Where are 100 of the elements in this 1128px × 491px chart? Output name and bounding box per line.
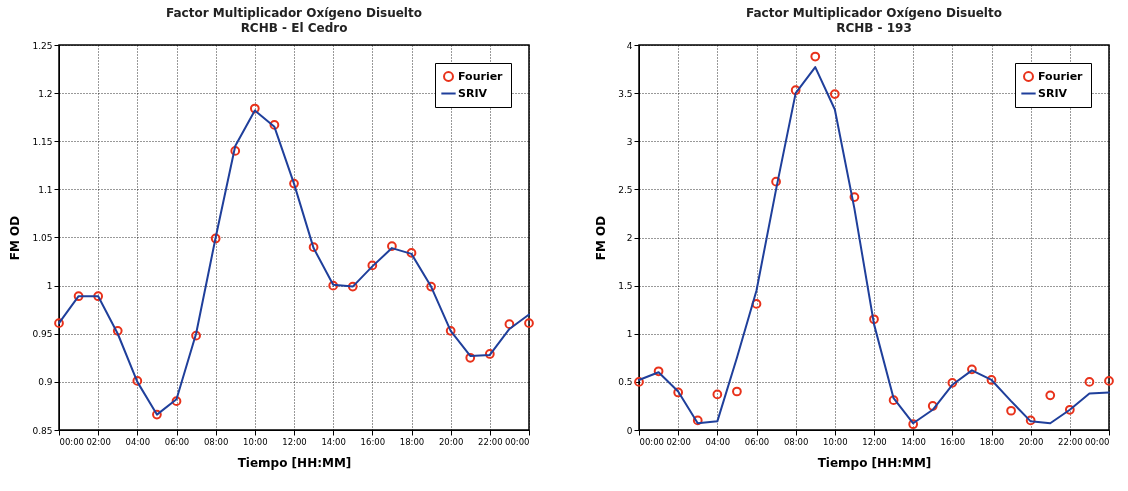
x-tick-label: 10:00 <box>823 436 848 447</box>
point <box>1084 377 1095 387</box>
point <box>829 89 840 99</box>
point <box>927 401 938 411</box>
point <box>810 51 821 62</box>
point <box>230 146 241 156</box>
y-tick-label: 1 <box>626 329 633 340</box>
x-tick-label: 06:00 <box>164 436 190 447</box>
x-tick-label: 08:00 <box>783 436 809 447</box>
x-tick-label: 12:00 <box>282 436 307 447</box>
legend-label: Fourier <box>1038 69 1084 83</box>
y-tick-label: 0.95 <box>32 329 53 340</box>
point <box>888 395 899 406</box>
point <box>328 280 339 291</box>
point <box>653 366 664 377</box>
line-series <box>638 66 1110 425</box>
y-axis-title: FM OD <box>8 215 23 261</box>
y-tick-label: 3 <box>626 136 633 147</box>
x-tick-label: 00:00 <box>59 436 84 447</box>
x-tick-label: 22:00 <box>478 436 503 447</box>
point <box>387 241 397 252</box>
point <box>1025 415 1036 426</box>
point <box>524 318 534 329</box>
x-tick-label: 08:00 <box>203 436 229 447</box>
point <box>73 291 84 302</box>
point <box>1045 390 1056 401</box>
point <box>426 281 436 292</box>
line-series <box>58 109 530 416</box>
point <box>171 396 182 406</box>
point <box>112 326 123 336</box>
point <box>54 318 64 329</box>
y-tick-label: 4 <box>626 40 633 51</box>
point <box>367 260 378 271</box>
point <box>269 120 280 130</box>
x-tick-label: 00:00 <box>639 436 664 447</box>
point <box>210 233 221 244</box>
x-tick-label: 12:00 <box>862 436 887 447</box>
y-tick-label: 1 <box>46 281 53 292</box>
point <box>908 419 919 430</box>
legend-label: Fourier <box>458 69 504 83</box>
x-axis-title: Tiempo [HH:MM] <box>237 456 352 470</box>
point <box>712 389 723 400</box>
point <box>634 377 644 387</box>
point <box>289 178 299 189</box>
point <box>445 326 456 336</box>
y-tick-label: 1.2 <box>38 88 53 99</box>
point <box>347 281 358 292</box>
point <box>1006 405 1016 416</box>
legend-label: SRIV <box>458 86 488 100</box>
x-tick-label: 22:00 <box>1058 436 1083 447</box>
point <box>967 364 977 375</box>
point <box>504 319 515 329</box>
point <box>191 330 201 341</box>
point <box>132 376 143 386</box>
y-tick-label: 1.25 <box>32 40 53 51</box>
x-tick-label: 10:00 <box>243 436 268 447</box>
x-tick-label: 14:00 <box>901 436 926 447</box>
y-axis-title: FM OD <box>594 215 609 261</box>
x-tick-label: 02:00 <box>666 436 691 447</box>
point <box>751 299 762 309</box>
point <box>790 85 801 96</box>
x-tick-label: 04:00 <box>125 436 151 447</box>
y-tick-label: 0.85 <box>32 425 53 436</box>
y-tick-label: 2 <box>626 233 633 243</box>
point <box>986 375 997 385</box>
x-tick-label: 20:00 <box>438 436 464 447</box>
y-tick-label: 1.1 <box>38 184 53 195</box>
point <box>849 192 860 202</box>
x-tick-label: 16:00 <box>940 436 966 447</box>
point <box>869 314 879 325</box>
y-tick-label: 1.15 <box>32 136 53 147</box>
x-tick-label: 06:00 <box>744 436 770 447</box>
point <box>406 248 417 258</box>
y-tick-label: 3.5 <box>618 88 633 99</box>
chart-subtitle: RCHB - 193 <box>836 21 912 35</box>
y-tick-label: 0.5 <box>618 377 633 388</box>
point <box>1064 404 1075 415</box>
y-tick-label: 0.9 <box>38 377 53 388</box>
point <box>692 415 703 426</box>
point <box>308 242 319 252</box>
point <box>93 291 104 302</box>
legend-label: SRIV <box>1038 86 1068 100</box>
y-tick-label: 2.5 <box>618 184 633 195</box>
point <box>484 349 495 359</box>
x-tick-label: 04:00 <box>705 436 731 447</box>
y-tick-label: 1.5 <box>618 281 633 292</box>
x-tick-label: 00:00 <box>505 436 530 447</box>
x-axis-title: Tiempo [HH:MM] <box>817 456 932 470</box>
point <box>249 103 260 114</box>
chart-title: Factor Multiplicador Oxígeno Disuelto <box>746 6 1002 20</box>
point <box>152 409 162 420</box>
x-tick-label: 20:00 <box>1018 436 1044 447</box>
x-tick-label: 00:00 <box>1085 436 1110 447</box>
point <box>732 386 742 397</box>
x-tick-label: 18:00 <box>399 436 425 447</box>
point <box>673 387 684 398</box>
x-tick-label: 16:00 <box>360 436 386 447</box>
chart-subtitle: RCHB - El Cedro <box>240 21 348 35</box>
point <box>947 377 958 388</box>
chart-title: Factor Multiplicador Oxígeno Disuelto <box>166 6 422 20</box>
